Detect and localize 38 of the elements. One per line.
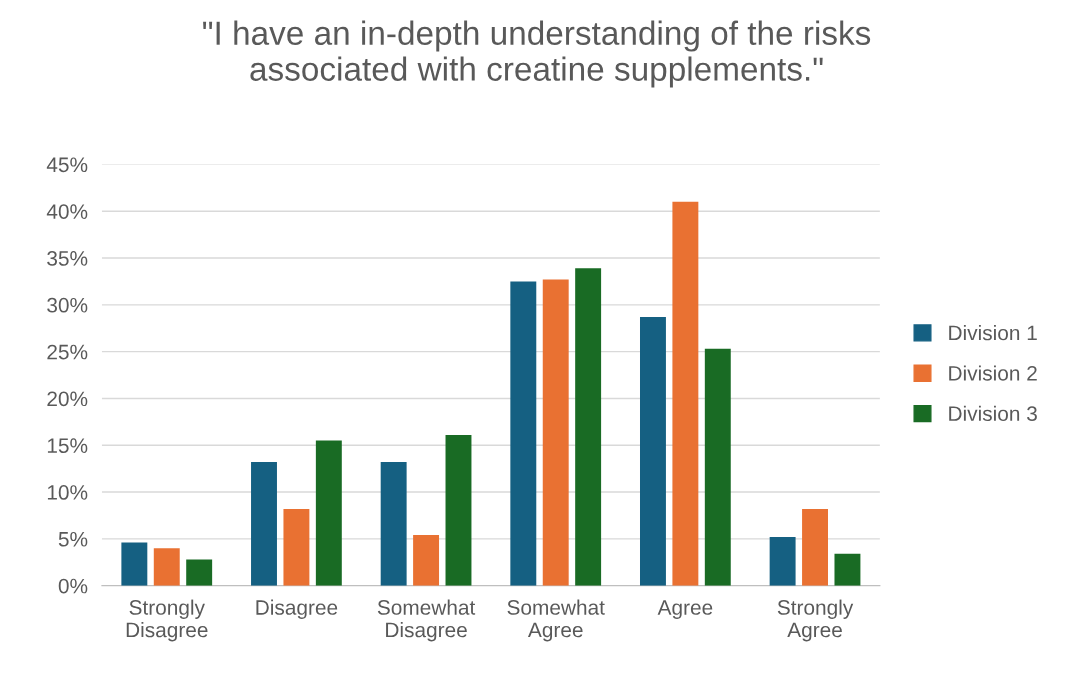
bar — [413, 535, 440, 586]
legend-label: Division 1 — [949, 325, 1037, 341]
x-tick-label: Somewhat Agree — [507, 599, 605, 642]
x-tick-label: Agree — [657, 600, 713, 619]
y-tick-label: 45% — [46, 157, 88, 173]
y-tick-label: 15% — [47, 438, 88, 453]
bar — [575, 268, 602, 586]
bar — [121, 542, 148, 586]
y-tick-label: 0% — [58, 578, 88, 594]
x-tick-label: Disagree — [256, 599, 338, 619]
bar — [251, 462, 277, 586]
bar — [769, 536, 796, 586]
y-tick-label: 40% — [46, 204, 88, 219]
bar — [153, 548, 180, 586]
bar — [834, 553, 861, 586]
y-tick-label: 35% — [47, 251, 88, 266]
legend-label: Division 3 — [949, 405, 1037, 422]
chart-title: "I have an in-depth understanding of the risks associated with creatine supplements." — [203, 20, 871, 88]
bar — [640, 317, 666, 586]
y-tick-label: 30% — [47, 297, 88, 313]
legend-label: Division 2 — [949, 365, 1037, 381]
y-tick-label: 5% — [58, 531, 88, 547]
x-tick-label: Somewhat Disagree — [377, 599, 476, 642]
bar — [704, 348, 731, 586]
bar — [802, 508, 828, 586]
y-tick-label: 25% — [47, 344, 88, 360]
x-tick-label: Strongly Agree — [777, 599, 854, 642]
bar — [542, 279, 569, 586]
y-tick-label: 10% — [47, 485, 88, 500]
bar — [445, 434, 472, 586]
x-tick-label: Strongly Disagree — [126, 599, 208, 642]
bar — [380, 462, 407, 586]
bar — [186, 559, 213, 586]
bar — [283, 508, 310, 586]
bar — [672, 201, 699, 586]
y-tick-label: 20% — [47, 391, 88, 407]
bar — [315, 440, 342, 586]
bar — [510, 281, 537, 586]
